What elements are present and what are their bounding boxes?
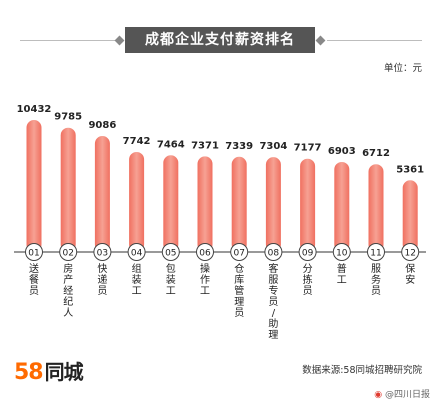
- category-label: 快递员: [97, 263, 107, 297]
- category-label: 包装工: [166, 262, 176, 297]
- rank-badge: [93, 243, 112, 261]
- data-label: 6903: [328, 146, 356, 157]
- watermark-text: @四川日报: [384, 390, 430, 400]
- bar: [129, 151, 145, 252]
- data-label: 9785: [54, 112, 82, 123]
- rank-label: 01: [28, 249, 39, 259]
- bar: [231, 156, 247, 252]
- rank-badge: [25, 243, 43, 261]
- category-label: 房产经纪人: [63, 262, 73, 319]
- rank-badge: [127, 243, 146, 261]
- data-source: 数据来源:58同城招聘研究院: [302, 365, 422, 376]
- bar: [265, 157, 281, 252]
- rank-badge: [264, 243, 283, 261]
- category-label: 组装工: [132, 262, 142, 297]
- rank-label: 12: [404, 249, 415, 259]
- rank-badge: [196, 243, 214, 261]
- rank-badge: [401, 243, 420, 261]
- category-label: 操作工: [200, 262, 210, 297]
- logo-number: 58: [14, 360, 44, 385]
- bar: [300, 158, 316, 252]
- rank-label: 08: [268, 249, 280, 259]
- rank-label: 06: [199, 249, 211, 259]
- rank-label: 03: [97, 249, 108, 259]
- data-label: 7371: [191, 140, 219, 151]
- rank-badge: [367, 243, 385, 261]
- category-label: 普工: [337, 262, 347, 286]
- bar: [402, 180, 418, 252]
- logo-name: 同城: [44, 360, 84, 384]
- bar: [197, 156, 213, 252]
- bar: [163, 155, 179, 252]
- weibo-icon: ◉: [374, 390, 383, 400]
- data-label: 10432: [17, 104, 52, 115]
- rank-badge: [230, 243, 249, 261]
- category-label: 分拣员: [303, 263, 313, 297]
- title-left-rule: [20, 40, 115, 41]
- brand-logo: 58 同城: [14, 356, 84, 385]
- data-label: 5361: [396, 164, 424, 175]
- category-label: 保安: [405, 262, 415, 286]
- data-label: 7339: [225, 141, 253, 152]
- bar: [94, 135, 110, 252]
- category-label: 服务员: [371, 263, 381, 297]
- rank-badge: [298, 243, 317, 261]
- rank-badge: [332, 243, 351, 261]
- category-label: 仓库管理员: [234, 262, 244, 319]
- title-right-rule: [327, 40, 422, 41]
- data-label: 9086: [88, 120, 116, 131]
- category-label: 客服专员/助理: [268, 262, 278, 341]
- rank-label: 05: [165, 249, 176, 259]
- data-label: 7304: [259, 141, 287, 152]
- rank-label: 07: [233, 249, 244, 259]
- rank-label: 09: [302, 249, 314, 259]
- rank-badge: [59, 243, 78, 261]
- rank-badge: [161, 243, 180, 261]
- data-label: 6712: [362, 148, 390, 159]
- bar: [26, 120, 42, 252]
- category-label: 送餐员: [29, 262, 39, 297]
- data-label: 7742: [123, 136, 151, 147]
- unit-label: 单位：元: [383, 63, 422, 74]
- data-label: 7464: [157, 139, 185, 150]
- data-label: 7177: [294, 143, 322, 154]
- watermark: ◉ @四川日报: [374, 387, 430, 400]
- bar: [60, 127, 76, 252]
- chart-title: 成都企业支付薪资排名: [125, 27, 315, 53]
- bar: [368, 164, 384, 252]
- bar: [334, 161, 350, 252]
- rank-label: 11: [370, 249, 381, 259]
- rank-label: 10: [336, 249, 348, 259]
- rank-label: 04: [131, 249, 143, 259]
- rank-label: 02: [62, 249, 73, 259]
